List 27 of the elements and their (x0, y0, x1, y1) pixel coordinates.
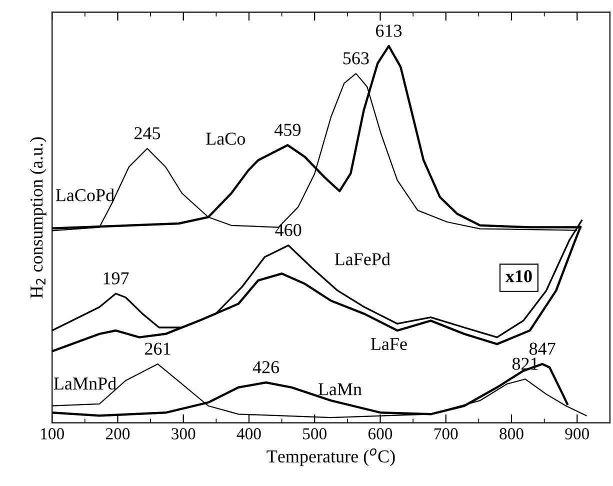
annotation: 563 (343, 52, 369, 64)
x-axis-title: Temperature ($^{o}$C) (266, 448, 395, 466)
annotation: 847 (529, 342, 556, 355)
x-tick-label: 500 (303, 428, 326, 440)
series-label: LaFePd (334, 252, 390, 266)
annotation: 261 (145, 342, 170, 355)
annotation: 460 (275, 224, 302, 236)
annotation: 459 (274, 124, 301, 136)
series-label: LaCoPd (56, 188, 114, 202)
series-label: LaMn (318, 383, 362, 396)
x-tick-label: 100 (41, 428, 64, 440)
annotation: 197 (104, 272, 129, 284)
series-label: LaFe (370, 338, 407, 350)
y-axis-title: H$_{2}$ consumption (a.u.) (30, 137, 46, 298)
series-label: LaCo (206, 132, 246, 145)
x-tick-label: 300 (172, 428, 196, 440)
annotation: x10 (505, 270, 532, 282)
x-tick-label: 700 (434, 428, 458, 440)
annotation: 613 (376, 24, 402, 37)
x-tick-label: 600 (368, 428, 392, 440)
series-label: LaMnPd (54, 376, 116, 390)
x-tick-label: 200 (106, 428, 130, 440)
x-tick-label: 800 (500, 428, 524, 440)
x-tick-label: 400 (236, 428, 261, 440)
annotation: 245 (134, 127, 160, 140)
annotation: 426 (252, 361, 280, 374)
x-tick-label: 900 (565, 428, 589, 440)
